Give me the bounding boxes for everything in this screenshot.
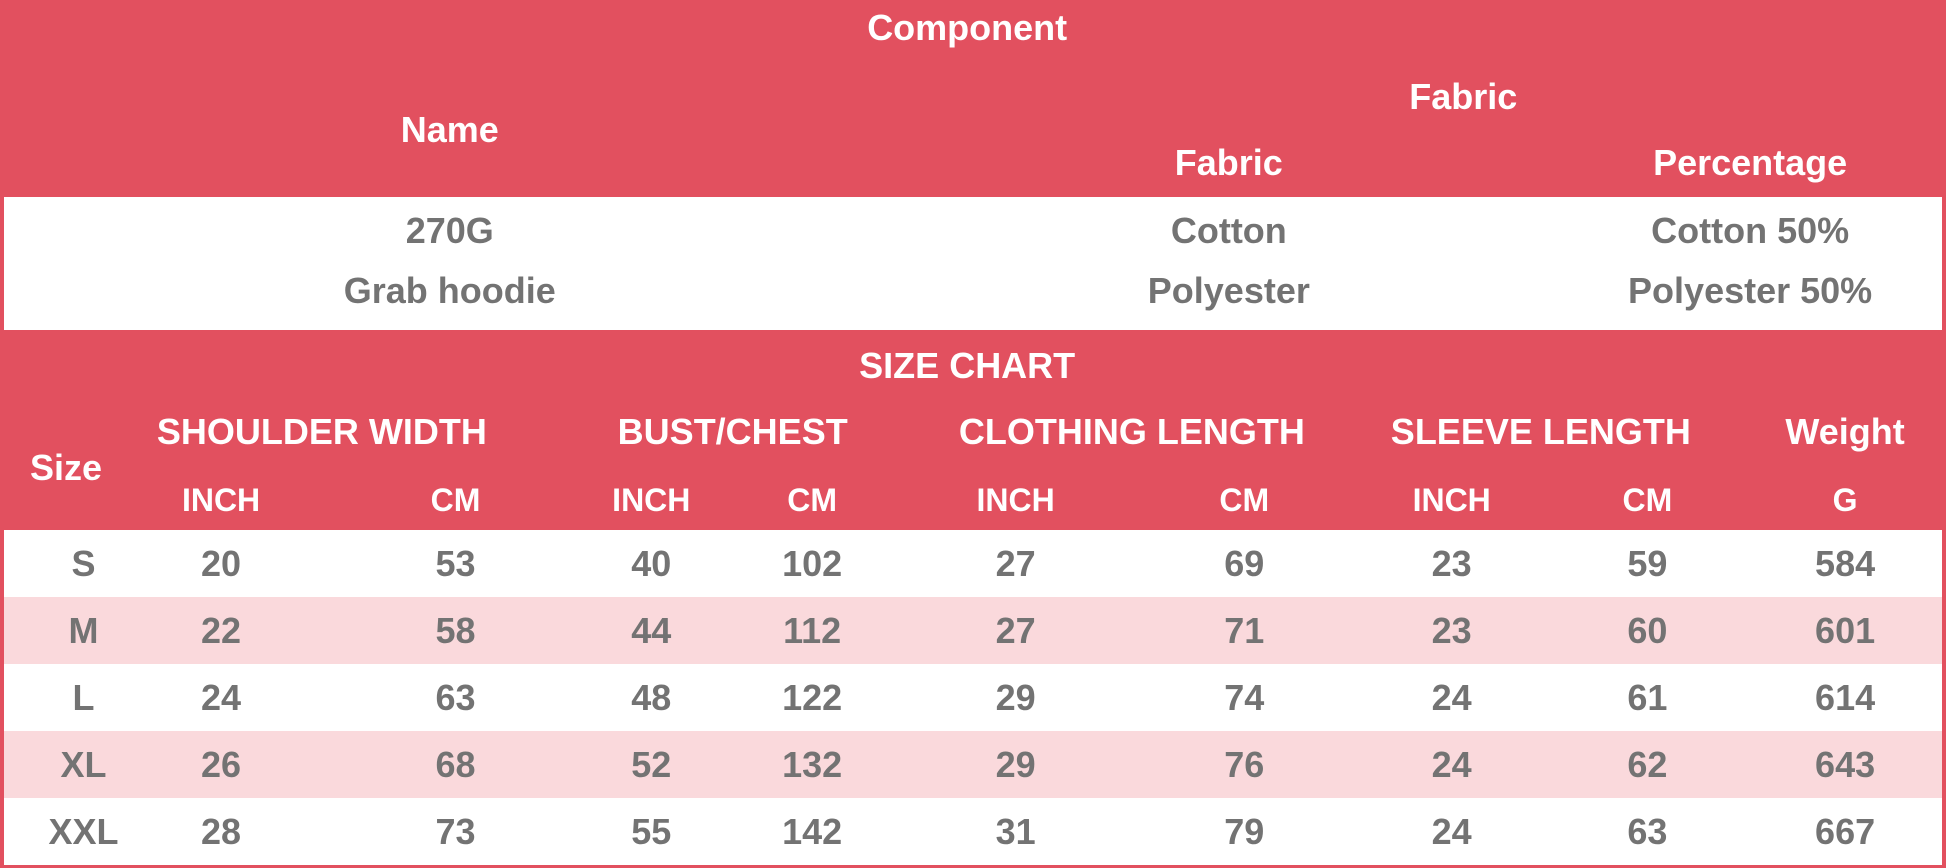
percentage-column-header: Percentage <box>1653 142 1848 183</box>
clothing-length-cm-header: CM <box>1219 482 1270 518</box>
value-cell: 614 <box>1815 676 1876 718</box>
value-cell: 24 <box>1431 810 1472 852</box>
bust-chest-inch-header: INCH <box>612 482 691 518</box>
value-cell: 112 <box>783 609 842 651</box>
shoulder-width-group-header: SHOULDER WIDTH <box>156 411 487 452</box>
value-cell: 132 <box>782 743 843 785</box>
value-cell: 69 <box>1224 542 1265 584</box>
value-cell: 22 <box>201 609 242 651</box>
value-cell: 76 <box>1224 743 1265 785</box>
value-cell: 40 <box>631 542 672 584</box>
product-name-line-2: Grab hoodie <box>343 270 556 311</box>
value-cell: 55 <box>631 810 672 852</box>
size-row-s: S 20 53 40 102 27 69 23 59 584 <box>4 530 1942 597</box>
bust-chest-cm-header: CM <box>787 482 838 518</box>
value-cell: 142 <box>782 810 843 852</box>
value-cell: 27 <box>995 609 1036 651</box>
fabric-value-line-2: Polyester <box>1147 270 1310 311</box>
value-cell: 23 <box>1431 609 1472 651</box>
size-cell: XXL <box>48 810 119 852</box>
clothing-length-group-header: CLOTHING LENGTH <box>958 411 1305 452</box>
value-cell: 68 <box>435 743 476 785</box>
value-cell: 102 <box>782 542 843 584</box>
fabric-group-header: Fabric <box>1409 76 1518 117</box>
size-cell: M <box>68 609 99 651</box>
value-cell: 24 <box>1431 676 1472 718</box>
fabric-column-header: Fabric <box>1174 142 1283 183</box>
size-row-m: M 22 58 44 112 27 71 23 60 601 <box>4 597 1942 664</box>
value-cell: 61 <box>1627 676 1668 718</box>
sleeve-length-inch-header: INCH <box>1412 482 1491 518</box>
percentage-value-line-1: Cotton 50% <box>1651 210 1850 251</box>
value-cell: 52 <box>631 743 672 785</box>
value-cell: 584 <box>1815 542 1876 584</box>
size-chart-title: SIZE CHART <box>859 345 1076 386</box>
size-cell: S <box>71 542 96 584</box>
size-row-xl: XL 26 68 52 132 29 76 24 62 643 <box>4 731 1942 798</box>
value-cell: 24 <box>1431 743 1472 785</box>
value-cell: 122 <box>782 676 843 718</box>
size-chart-header-section: SIZE CHART SHOULDER WIDTH BUST/CHEST CLO… <box>4 330 1942 530</box>
product-name-line-1: 270G <box>405 210 494 251</box>
value-cell: 31 <box>995 810 1036 852</box>
bust-chest-group-header: BUST/CHEST <box>617 411 848 452</box>
value-cell: 63 <box>1627 810 1668 852</box>
value-cell: 71 <box>1224 609 1265 651</box>
value-cell: 58 <box>435 609 476 651</box>
name-column-header: Name <box>400 109 499 150</box>
value-cell: 26 <box>201 743 242 785</box>
sleeve-length-cm-header: CM <box>1622 482 1673 518</box>
size-column-header: Size <box>29 447 103 488</box>
value-cell: 23 <box>1431 542 1472 584</box>
value-cell: 27 <box>995 542 1036 584</box>
value-cell: 29 <box>995 743 1036 785</box>
fabric-value-line-1: Cotton <box>1170 210 1287 251</box>
value-cell: 53 <box>435 542 476 584</box>
shoulder-width-inch-header: INCH <box>181 482 261 518</box>
value-cell: 24 <box>201 676 242 718</box>
weight-g-header: G <box>1832 482 1858 518</box>
component-header-section: Component Fabric Name Fabric Percentage <box>4 0 1942 197</box>
clothing-length-inch-header: INCH <box>976 482 1055 518</box>
value-cell: 62 <box>1627 743 1668 785</box>
value-cell: 63 <box>435 676 476 718</box>
value-cell: 643 <box>1815 743 1876 785</box>
value-cell: 28 <box>201 810 242 852</box>
value-cell: 60 <box>1627 609 1668 651</box>
sleeve-length-group-header: SLEEVE LENGTH <box>1390 411 1691 452</box>
size-chart-rows: S 20 53 40 102 27 69 23 59 584 M 22 58 4… <box>4 530 1942 865</box>
size-cell: XL <box>60 743 107 785</box>
component-title: Component <box>867 7 1068 48</box>
size-row-xxl: XXL 28 73 55 142 31 79 24 63 667 <box>4 798 1942 865</box>
percentage-value-line-2: Polyester 50% <box>1628 270 1873 311</box>
size-row-l: L 24 63 48 122 29 74 24 61 614 <box>4 664 1942 731</box>
value-cell: 667 <box>1815 810 1876 852</box>
size-cell: L <box>72 676 95 718</box>
value-cell: 48 <box>631 676 672 718</box>
shoulder-width-cm-header: CM <box>430 482 481 518</box>
component-values-section: 270G Grab hoodie Cotton Polyester Cotton… <box>4 197 1942 330</box>
value-cell: 601 <box>1815 609 1876 651</box>
value-cell: 79 <box>1224 810 1265 852</box>
value-cell: 74 <box>1224 676 1265 718</box>
value-cell: 59 <box>1627 542 1668 584</box>
value-cell: 44 <box>631 609 672 651</box>
value-cell: 20 <box>201 542 242 584</box>
value-cell: 29 <box>995 676 1036 718</box>
value-cell: 73 <box>435 810 476 852</box>
weight-group-header: Weight <box>1785 411 1905 452</box>
